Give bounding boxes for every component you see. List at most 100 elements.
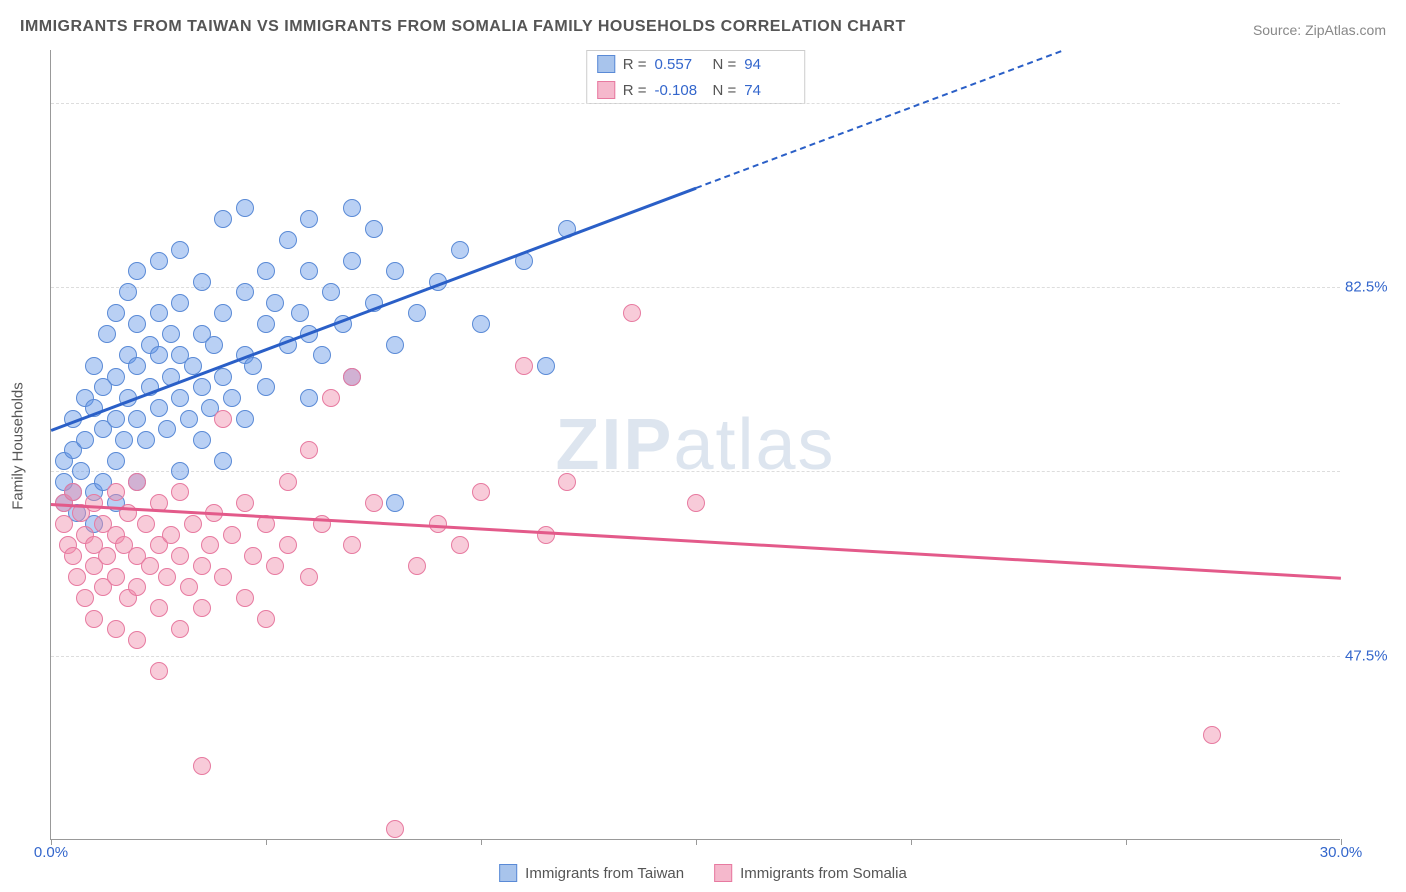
scatter-point	[214, 210, 232, 228]
scatter-point	[184, 515, 202, 533]
scatter-point	[236, 283, 254, 301]
stat-r-value: 0.557	[655, 56, 705, 73]
scatter-point	[193, 557, 211, 575]
scatter-point	[150, 252, 168, 270]
scatter-point	[171, 294, 189, 312]
scatter-point	[236, 199, 254, 217]
scatter-point	[386, 336, 404, 354]
scatter-point	[257, 610, 275, 628]
scatter-point	[300, 389, 318, 407]
scatter-point	[150, 599, 168, 617]
stat-n-label: N =	[713, 56, 737, 73]
scatter-point	[85, 357, 103, 375]
scatter-point	[150, 399, 168, 417]
scatter-point	[343, 536, 361, 554]
scatter-point	[171, 241, 189, 259]
scatter-point	[64, 547, 82, 565]
scatter-point	[85, 610, 103, 628]
scatter-point	[171, 620, 189, 638]
scatter-point	[300, 210, 318, 228]
scatter-point	[223, 389, 241, 407]
scatter-point	[386, 820, 404, 838]
scatter-point	[193, 757, 211, 775]
plot-area: ZIPatlas R =0.557N =94R =-0.108N =74 47.…	[50, 50, 1340, 840]
x-tick	[1126, 839, 1127, 845]
scatter-point	[244, 357, 262, 375]
scatter-point	[214, 304, 232, 322]
chart-title: IMMIGRANTS FROM TAIWAN VS IMMIGRANTS FRO…	[20, 18, 906, 36]
scatter-point	[214, 452, 232, 470]
legend-swatch	[499, 864, 517, 882]
scatter-point	[266, 557, 284, 575]
scatter-point	[72, 462, 90, 480]
scatter-point	[365, 494, 383, 512]
scatter-point	[343, 252, 361, 270]
scatter-point	[300, 441, 318, 459]
scatter-point	[244, 547, 262, 565]
scatter-point	[150, 662, 168, 680]
scatter-point	[214, 410, 232, 428]
stat-n-value: 74	[744, 82, 794, 99]
scatter-point	[137, 431, 155, 449]
scatter-point	[119, 283, 137, 301]
scatter-point	[141, 557, 159, 575]
scatter-point	[107, 620, 125, 638]
scatter-point	[214, 368, 232, 386]
scatter-point	[472, 315, 490, 333]
scatter-point	[472, 483, 490, 501]
stat-r-label: R =	[623, 82, 647, 99]
source-attribution: Source: ZipAtlas.com	[1253, 22, 1386, 38]
scatter-point	[128, 315, 146, 333]
scatter-point	[257, 315, 275, 333]
regression-line	[51, 503, 1341, 579]
scatter-point	[180, 578, 198, 596]
gridline	[51, 103, 1340, 104]
series-legend: Immigrants from TaiwanImmigrants from So…	[499, 864, 907, 882]
scatter-point	[205, 336, 223, 354]
scatter-point	[537, 357, 555, 375]
scatter-point	[193, 599, 211, 617]
scatter-point	[158, 420, 176, 438]
scatter-point	[193, 378, 211, 396]
scatter-point	[279, 536, 297, 554]
x-tick-label: 0.0%	[34, 844, 68, 861]
scatter-point	[214, 568, 232, 586]
scatter-point	[1203, 726, 1221, 744]
scatter-point	[64, 483, 82, 501]
scatter-point	[107, 568, 125, 586]
scatter-point	[171, 483, 189, 501]
scatter-point	[107, 483, 125, 501]
scatter-point	[128, 410, 146, 428]
stat-n-label: N =	[713, 82, 737, 99]
scatter-point	[623, 304, 641, 322]
gridline	[51, 471, 1340, 472]
x-tick-label: 30.0%	[1320, 844, 1363, 861]
scatter-point	[128, 578, 146, 596]
legend-label: Immigrants from Somalia	[740, 865, 907, 882]
scatter-point	[558, 473, 576, 491]
scatter-point	[236, 410, 254, 428]
legend-item: Immigrants from Somalia	[714, 864, 907, 882]
scatter-point	[137, 515, 155, 533]
scatter-point	[180, 410, 198, 428]
x-tick	[696, 839, 697, 845]
scatter-point	[279, 473, 297, 491]
watermark: ZIPatlas	[555, 404, 835, 486]
y-tick-label: 47.5%	[1345, 647, 1400, 664]
scatter-point	[300, 262, 318, 280]
scatter-point	[236, 589, 254, 607]
scatter-point	[162, 526, 180, 544]
scatter-point	[128, 473, 146, 491]
stat-n-value: 94	[744, 56, 794, 73]
scatter-point	[236, 494, 254, 512]
scatter-point	[451, 536, 469, 554]
scatter-point	[85, 494, 103, 512]
scatter-point	[515, 357, 533, 375]
scatter-point	[343, 199, 361, 217]
scatter-point	[313, 346, 331, 364]
x-tick	[481, 839, 482, 845]
scatter-point	[386, 494, 404, 512]
scatter-point	[171, 462, 189, 480]
scatter-point	[291, 304, 309, 322]
legend-swatch	[597, 81, 615, 99]
